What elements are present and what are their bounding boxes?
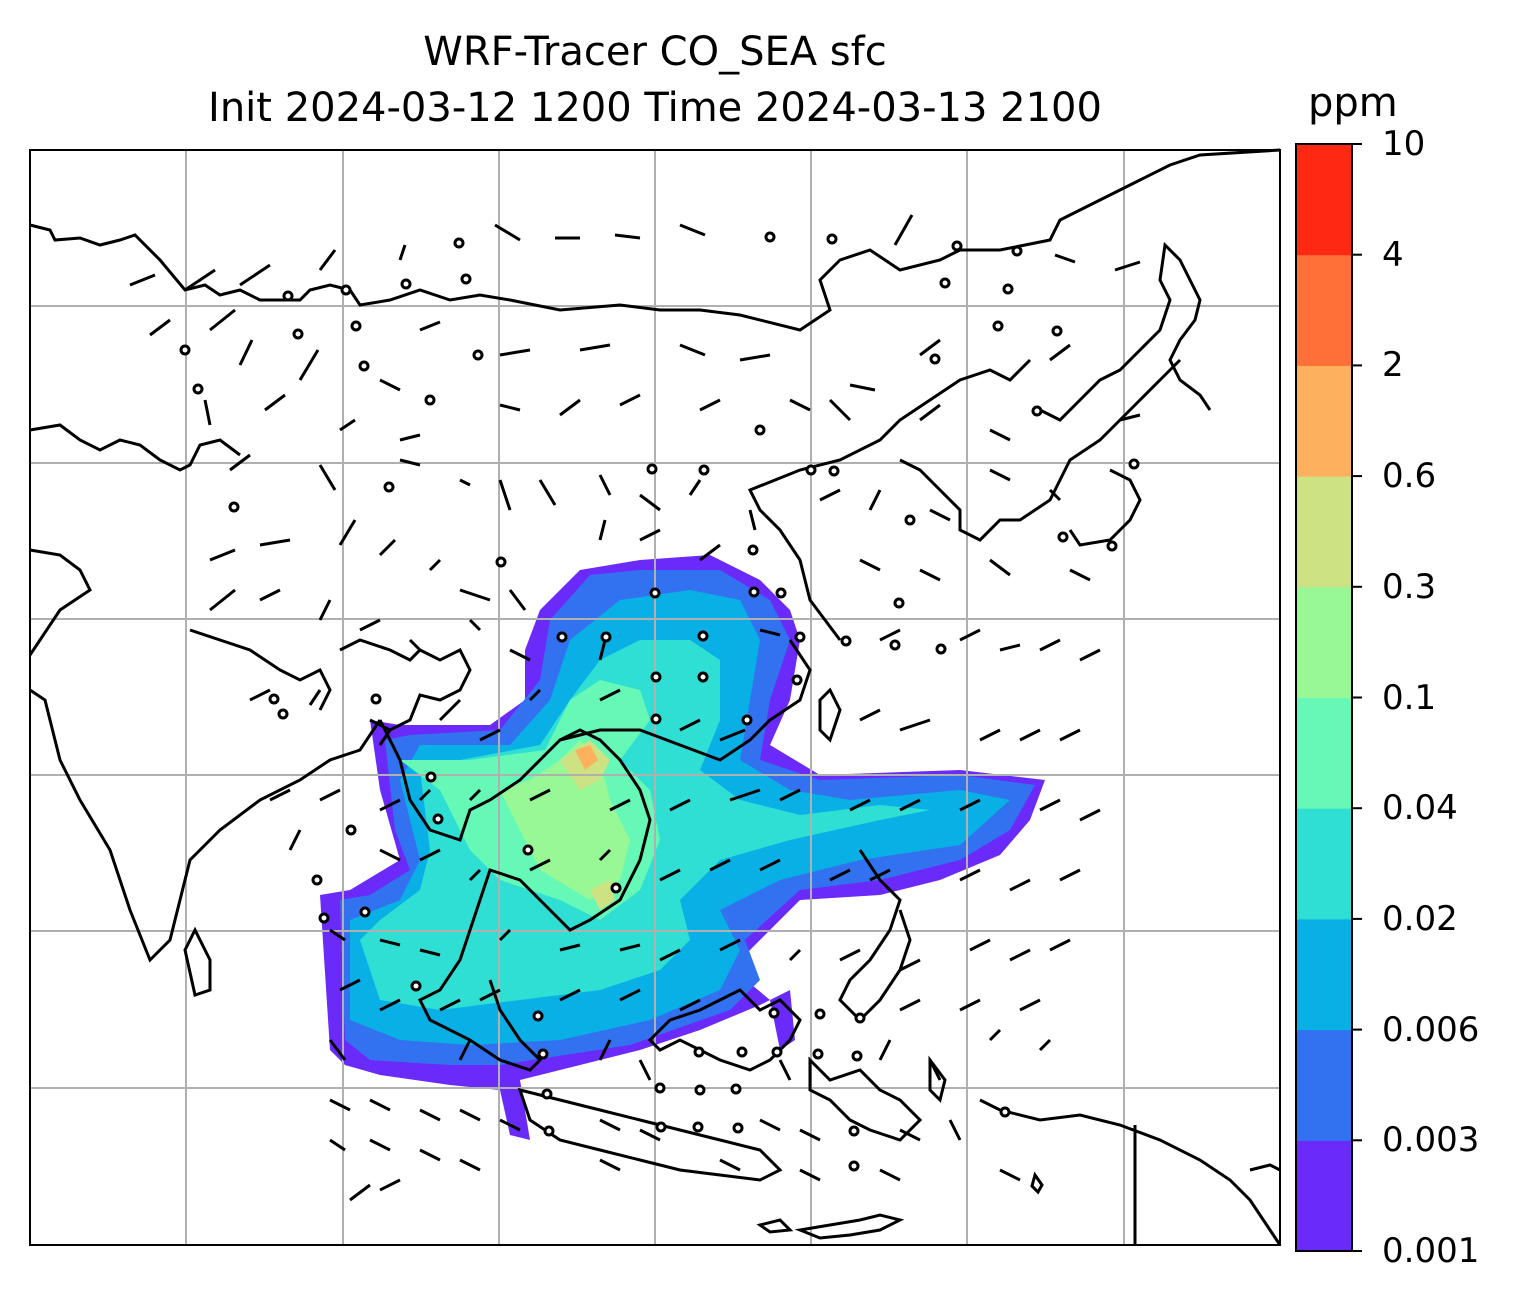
colorbar-unit-label: ppm bbox=[1308, 80, 1398, 126]
map-frame bbox=[29, 149, 1281, 1246]
map-title-line2: Init 2024-03-12 1200 Time 2024-03-13 210… bbox=[208, 85, 1102, 131]
colorbar bbox=[1295, 143, 1362, 1252]
coastlines bbox=[28, 148, 1282, 1246]
calm-wind-markers bbox=[179, 231, 1140, 1172]
colorbar-swatch bbox=[1296, 254, 1352, 366]
colorbar-tick-label: 2 bbox=[1382, 345, 1404, 386]
colorbar-tick-label: 0.3 bbox=[1382, 566, 1437, 607]
colorbar-tick-label: 0.02 bbox=[1382, 898, 1458, 939]
colorbar-swatch bbox=[1296, 365, 1352, 477]
map-title-line1: WRF-Tracer CO_SEA sfc bbox=[423, 29, 887, 75]
colorbar-tick-label: 0.006 bbox=[1382, 1009, 1480, 1050]
plume-level-0.6 bbox=[575, 745, 598, 770]
colorbar-swatch bbox=[1296, 918, 1352, 1031]
colorbar-tick-label: 10 bbox=[1382, 124, 1426, 164]
colorbar-tick-label: 0.003 bbox=[1382, 1120, 1480, 1161]
wind-barbs bbox=[129, 214, 1141, 1202]
colorbar-swatch bbox=[1296, 1029, 1352, 1141]
colorbar-swatch bbox=[1296, 144, 1352, 256]
colorbar-tick-label: 4 bbox=[1382, 234, 1404, 275]
colorbar-swatch bbox=[1296, 586, 1352, 698]
colorbar-swatch bbox=[1296, 1140, 1352, 1252]
colorbar-tick-label: 0.04 bbox=[1382, 788, 1458, 829]
colorbar-tick-label: 0.1 bbox=[1382, 677, 1437, 718]
colorbar-swatch bbox=[1296, 476, 1352, 588]
colorbar-tick-label: 0.6 bbox=[1382, 456, 1437, 497]
colorbar-swatch bbox=[1296, 697, 1352, 809]
map-panel bbox=[28, 148, 1282, 1246]
colorbar-swatch bbox=[1296, 808, 1352, 920]
colorbar-tick-label: 0.001 bbox=[1382, 1231, 1480, 1271]
